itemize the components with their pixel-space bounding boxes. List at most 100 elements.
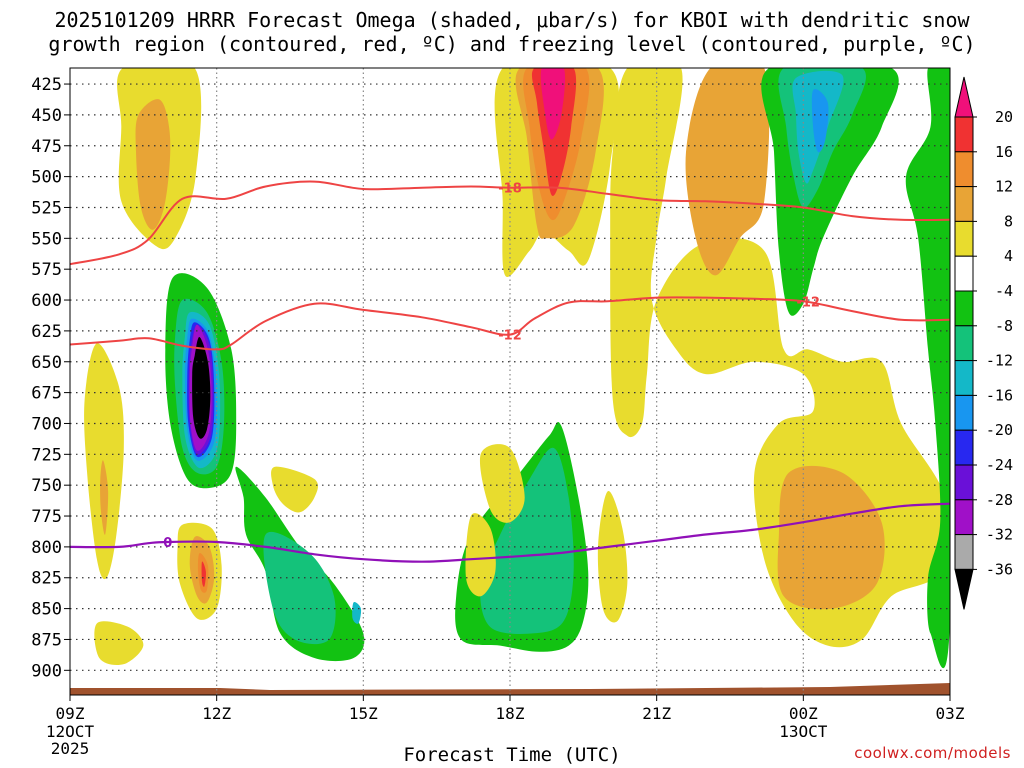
colorbar-label-4: 4 — [1004, 247, 1013, 265]
colorbar-top-arrow — [954, 76, 974, 118]
omega-region-35 — [271, 466, 318, 513]
colorbar-label-3: 8 — [1004, 212, 1013, 230]
colorbar-label-10: -24 — [986, 456, 1013, 474]
y-tick-label-425: 425 — [31, 75, 62, 95]
y-tick-label-725: 725 — [31, 445, 62, 465]
y-tick-label-800: 800 — [31, 538, 62, 558]
freezing-level-label-text: 0 — [163, 536, 172, 551]
colorbar-label-0: 20 — [995, 108, 1013, 126]
omega-region-24 — [263, 531, 336, 645]
colorbar-label-6: -8 — [995, 317, 1013, 335]
chart-title-line1: 2025101209 HRRR Forecast Omega (shaded, … — [54, 8, 970, 32]
omega-region-28 — [84, 343, 124, 580]
y-tick-label-900: 900 — [31, 661, 62, 681]
contour-labels: -18 -12 -12 0 — [163, 182, 820, 551]
colorbar-swatch-1 — [954, 116, 974, 153]
omega-region-9 — [777, 465, 885, 610]
dgz-label-1: -12 — [498, 329, 522, 344]
y-tick-label-525: 525 — [31, 198, 62, 218]
omega-region-37 — [597, 491, 628, 623]
dgz-label-0-text: -18 — [498, 182, 522, 197]
y-tick-label-475: 475 — [31, 137, 62, 157]
x-tick-label-09Z: 09Z — [56, 704, 85, 723]
colorbar-swatch-6 — [954, 290, 974, 327]
colorbar-swatch-7 — [954, 325, 974, 362]
credit-link[interactable]: coolwx.com/models — [854, 744, 1011, 762]
omega-region-8 — [685, 68, 770, 276]
omega-region-27 — [480, 447, 574, 634]
colorbar-swatch-2 — [954, 151, 974, 188]
colorbar-swatch-5 — [954, 255, 974, 292]
colorbar-label-9: -20 — [986, 421, 1013, 439]
chart-title-line2: growth region (contoured, red, ºC) and f… — [48, 32, 976, 56]
y-tick-label-450: 450 — [31, 106, 62, 126]
omega-region-25 — [352, 602, 362, 624]
colorbar-label-13: -36 — [986, 560, 1013, 578]
colorbar-swatch-10 — [954, 429, 974, 466]
colorbar-label-5: -4 — [995, 282, 1013, 300]
omega-region-36 — [94, 621, 144, 665]
dgz-label-1-b-text: -12 — [796, 295, 820, 310]
x-tick-date-09Z: 12OCT — [46, 722, 95, 741]
omega-region-1 — [135, 99, 171, 230]
colorbar-bottom-arrow — [954, 568, 974, 610]
x-tick-label-00Z: 00Z — [789, 704, 818, 723]
y-tick-label-850: 850 — [31, 600, 62, 620]
y-tick-label-650: 650 — [31, 353, 62, 373]
x-tick-label-21Z: 21Z — [642, 704, 671, 723]
surface-band — [70, 683, 950, 695]
omega-region-14 — [905, 68, 950, 669]
freezing-level-contour — [70, 502, 950, 563]
y-tick-label-875: 875 — [31, 630, 62, 650]
surface-terrain — [70, 683, 950, 695]
colorbar-label-11: -28 — [986, 491, 1013, 509]
dgz-label-1-text: -12 — [498, 329, 522, 344]
x-axis-label: Forecast Time (UTC) — [403, 744, 621, 766]
colorbar-swatch-12 — [954, 499, 974, 536]
omega-region-22 — [192, 337, 211, 439]
omega-region-13 — [811, 89, 829, 153]
colorbar-swatch-8 — [954, 360, 974, 396]
chart-title: 2025101209 HRRR Forecast Omega (shaded, … — [0, 8, 1024, 56]
y-tick-label-600: 600 — [31, 291, 62, 311]
colorbar: 20 16 12 8 4 -4 -8 -12 -16 -20 -24 -28 -32 -36 — [954, 76, 1013, 610]
y-tick-label-575: 575 — [31, 260, 62, 280]
dgz-label-1-b: -12 — [796, 295, 820, 310]
omega-region-6 — [540, 68, 566, 140]
colorbar-label-7: -12 — [986, 352, 1013, 370]
colorbar-label-1: 16 — [995, 143, 1013, 161]
omega-shading — [84, 68, 950, 669]
omega-region-38 — [479, 444, 525, 523]
contour-lines — [70, 180, 950, 563]
x-tick-label-12Z: 12Z — [202, 704, 231, 723]
y-tick-label-700: 700 — [31, 414, 62, 434]
dgz-contour-1 — [70, 296, 950, 351]
y-tick-label-500: 500 — [31, 168, 62, 188]
colorbar-label-2: 12 — [995, 178, 1013, 196]
colorbar-swatch-3 — [954, 186, 974, 222]
colorbar-swatch-13 — [954, 534, 974, 570]
y-tick-label-625: 625 — [31, 322, 62, 342]
colorbar-swatch-4 — [954, 220, 974, 257]
colorbar-swatch-11 — [954, 464, 974, 501]
colorbar-swatch-9 — [954, 394, 974, 431]
x-tick-label-15Z: 15Z — [349, 704, 378, 723]
colorbar-label-12: -32 — [986, 526, 1013, 544]
y-tick-label-675: 675 — [31, 384, 62, 404]
x-tick-date-00Z: 13OCT — [779, 722, 828, 741]
y-tick-label-550: 550 — [31, 229, 62, 249]
dgz-label-0: -18 — [498, 182, 522, 197]
y-tick-label-750: 750 — [31, 476, 62, 496]
colorbar-label-8: -16 — [986, 386, 1013, 404]
y-tick-label-775: 775 — [31, 507, 62, 527]
freezing-level-label: 0 — [163, 536, 172, 551]
y-tick-label-825: 825 — [31, 569, 62, 589]
x-tick-label-03Z: 03Z — [936, 704, 965, 723]
omega-region-34 — [465, 513, 496, 597]
x-tick-label-18Z: 18Z — [496, 704, 525, 723]
dgz-contour-0 — [70, 180, 950, 266]
y-axis: 425 450 475 500 525 550 575 600 625 650 675 700 725 7… — [31, 75, 70, 681]
omega-region-33 — [201, 561, 206, 587]
